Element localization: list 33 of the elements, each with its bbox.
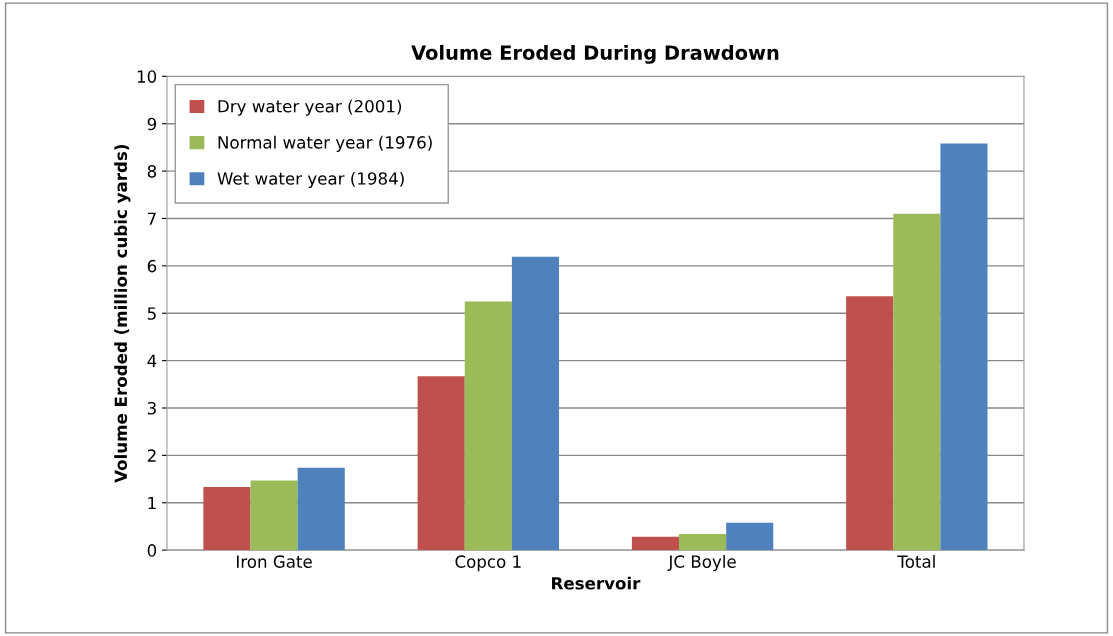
bar (511, 256, 560, 551)
bar (631, 536, 680, 551)
y-tick-label: 2 (147, 449, 156, 462)
bar (297, 467, 345, 551)
legend-label: Normal water year (1976) (218, 135, 432, 152)
bar (893, 213, 941, 551)
y-tick-label: 8 (147, 165, 157, 178)
bar (679, 534, 727, 551)
y-tick-label: 9 (147, 117, 157, 131)
y-tick-label: 1 (148, 496, 156, 510)
y-tick-label: 6 (147, 259, 157, 273)
x-tick-label: Total (897, 555, 935, 568)
x-tick-label: Iron Gate (237, 555, 312, 568)
y-tick-label: 7 (147, 212, 156, 225)
bar (203, 487, 251, 551)
x-axis-title: Reservoir (552, 576, 641, 590)
legend-label: Wet water year (1984) (217, 171, 404, 189)
bar (250, 480, 298, 551)
x-tick-label: JC Boyle (667, 555, 736, 572)
bar (940, 143, 988, 551)
y-tick-label: 0 (147, 544, 157, 557)
chart-title: Volume Eroded During Drawdown (411, 44, 779, 64)
y-tick-label: 5 (147, 307, 156, 320)
bar (464, 301, 512, 551)
y-axis-title: Volume Eroded (million cubic yards) (114, 145, 131, 483)
y-tick-label: 10 (137, 70, 157, 83)
bar (846, 296, 894, 551)
y-tick-label: 3 (147, 401, 156, 415)
y-tick-label: 4 (147, 354, 157, 367)
bar (726, 522, 774, 551)
legend-label: Dry water year (2001) (218, 99, 402, 116)
x-tick-label: Copco 1 (455, 555, 521, 572)
bar (417, 376, 465, 551)
